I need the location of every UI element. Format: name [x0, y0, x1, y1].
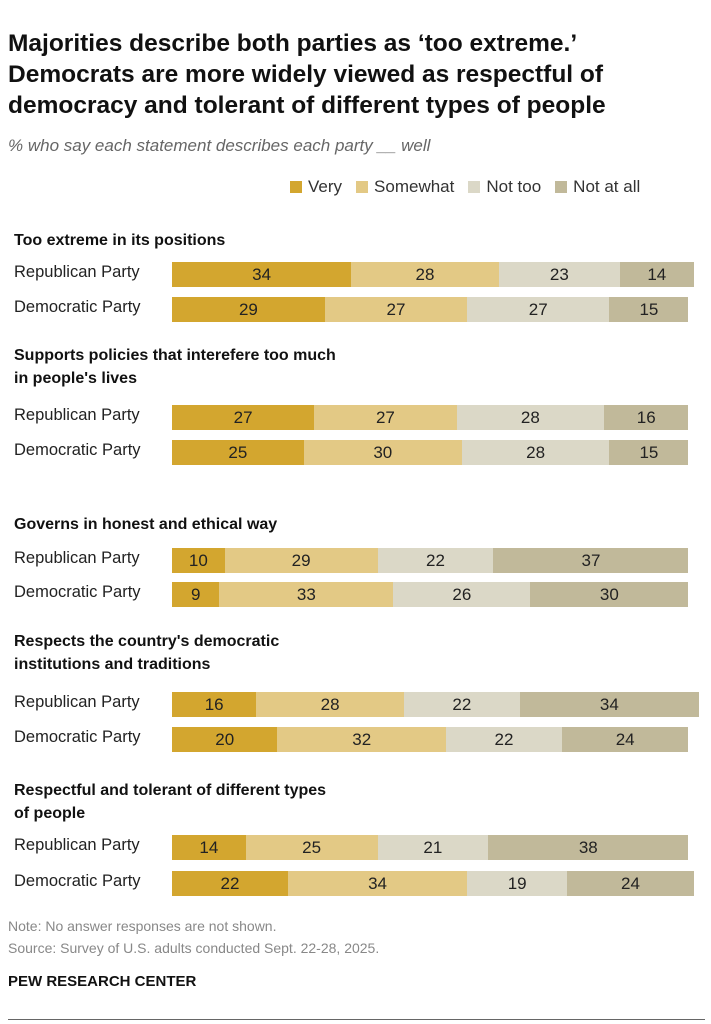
chart-title: Majorities describe both parties as ‘too… [8, 30, 606, 119]
bar-segment-somewhat: 32 [277, 727, 447, 752]
stacked-bar: 20 32 22 24 [172, 727, 689, 752]
bar-segment-very: 20 [172, 727, 278, 752]
legend-swatch [290, 181, 302, 193]
bar-segment-not-at-all: 15 [609, 440, 689, 465]
bar-segment-somewhat: 28 [351, 262, 499, 287]
bar-segment-somewhat: 28 [256, 692, 404, 717]
bar-segment-very: 22 [172, 871, 288, 896]
bar-segment-somewhat: 25 [245, 835, 378, 860]
legend-item: Not too [468, 177, 541, 197]
bar-segment-very: 10 [172, 548, 225, 573]
bar-segment-very: 25 [172, 440, 304, 465]
legend-item: Somewhat [356, 177, 454, 197]
chart-subtitle: % who say each statement describes each … [8, 136, 431, 155]
stacked-bar: 29 27 27 15 [172, 297, 689, 322]
stacked-bar: 25 30 28 15 [172, 440, 689, 465]
row-label: Republican Party [14, 549, 140, 567]
bar-segment-not-too: 22 [446, 727, 562, 752]
bar-segment-not-too: 27 [467, 297, 610, 322]
bar-segment-not-at-all: 34 [519, 692, 699, 717]
legend: Very Somewhat Not too Not at all [290, 177, 640, 197]
bar-segment-very: 27 [172, 405, 315, 430]
bar-segment-not-at-all: 14 [619, 262, 694, 287]
bar-segment-very: 29 [172, 297, 325, 322]
bar-segment-very: 34 [172, 262, 352, 287]
legend-item: Not at all [555, 177, 640, 197]
bar-segment-not-too: 28 [461, 440, 610, 465]
bar-segment-somewhat: 27 [314, 405, 457, 430]
stacked-bar: 34 28 23 14 [172, 262, 694, 287]
source: Source: Survey of U.S. adults conducted … [8, 940, 380, 956]
stacked-bar: 16 28 22 34 [172, 692, 699, 717]
bar-segment-not-at-all: 37 [493, 548, 689, 573]
row-label: Republican Party [14, 406, 140, 424]
bar-segment-not-at-all: 24 [567, 871, 694, 896]
row-label: Democratic Party [14, 728, 141, 746]
row-label: Democratic Party [14, 583, 141, 601]
group-heading: Supports policies that interefere too mu… [14, 347, 336, 387]
row-label: Democratic Party [14, 872, 141, 890]
legend-label: Very [308, 177, 343, 196]
bar-segment-not-too: 28 [456, 405, 605, 430]
bar-segment-somewhat: 34 [287, 871, 468, 896]
note: Note: No answer responses are not shown. [8, 918, 277, 934]
bar-segment-somewhat: 30 [303, 440, 462, 465]
bar-segment-not-at-all: 16 [604, 405, 689, 430]
stacked-bar: 22 34 19 24 [172, 871, 694, 896]
stacked-bar: 9 33 26 30 [172, 582, 689, 607]
bar-segment-very: 14 [172, 835, 246, 860]
stacked-bar: 27 27 28 16 [172, 405, 689, 430]
legend-swatch [468, 181, 481, 193]
legend-label: Not too [486, 177, 542, 196]
bar-segment-not-at-all: 24 [561, 727, 689, 752]
bar-segment-not-at-all: 30 [530, 582, 689, 607]
row-label: Republican Party [14, 836, 140, 854]
pew-logo-text: PEW RESEARCH CENTER [8, 973, 197, 990]
stacked-bar: 10 29 22 37 [172, 548, 689, 573]
stacked-bar: 14 25 21 38 [172, 835, 689, 860]
bar-segment-not-at-all: 15 [609, 297, 689, 322]
bar-segment-somewhat: 33 [219, 582, 394, 607]
group-heading: Too extreme in its positions [14, 232, 226, 249]
row-label: Republican Party [14, 263, 140, 281]
bar-segment-very: 16 [172, 692, 257, 717]
row-label: Democratic Party [14, 441, 141, 459]
bar-segment-not-too: 21 [377, 835, 489, 860]
bar-segment-not-too: 22 [403, 692, 520, 717]
group-heading: Respects the country's democratic instit… [14, 633, 280, 673]
row-label: Republican Party [14, 693, 140, 711]
bar-segment-not-too: 23 [498, 262, 620, 287]
bar-segment-not-too: 19 [467, 871, 568, 896]
bar-segment-not-too: 22 [377, 548, 494, 573]
legend-label: Not at all [573, 177, 641, 196]
group-heading: Respectful and tolerant of different typ… [14, 782, 327, 822]
bar-segment-very: 9 [172, 582, 220, 607]
legend-item: Very [290, 177, 342, 197]
legend-swatch [555, 181, 568, 193]
bottom-rule [8, 1019, 705, 1020]
bar-segment-not-too: 26 [393, 582, 531, 607]
legend-label: Somewhat [374, 177, 455, 196]
legend-swatch [356, 181, 369, 193]
group-heading: Governs in honest and ethical way [14, 516, 278, 533]
bar-segment-somewhat: 29 [224, 548, 378, 573]
bar-segment-not-at-all: 38 [488, 835, 689, 860]
bar-segment-somewhat: 27 [324, 297, 468, 322]
row-label: Democratic Party [14, 298, 141, 316]
